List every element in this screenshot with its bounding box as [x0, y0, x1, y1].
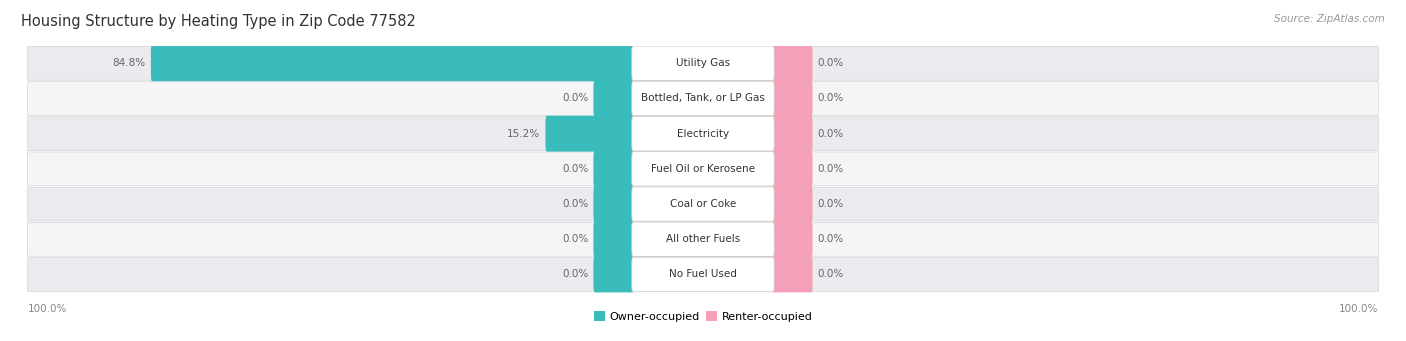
- Text: 0.0%: 0.0%: [818, 129, 844, 139]
- Text: No Fuel Used: No Fuel Used: [669, 269, 737, 280]
- FancyBboxPatch shape: [631, 257, 775, 292]
- FancyBboxPatch shape: [28, 257, 1378, 291]
- Text: Housing Structure by Heating Type in Zip Code 77582: Housing Structure by Heating Type in Zip…: [21, 14, 416, 29]
- FancyBboxPatch shape: [28, 222, 1378, 256]
- FancyBboxPatch shape: [772, 221, 813, 257]
- Text: 0.0%: 0.0%: [562, 164, 588, 174]
- Text: 100.0%: 100.0%: [1339, 304, 1378, 314]
- FancyBboxPatch shape: [772, 116, 813, 152]
- Text: Electricity: Electricity: [676, 129, 730, 139]
- FancyBboxPatch shape: [772, 151, 813, 187]
- Text: 0.0%: 0.0%: [818, 234, 844, 244]
- FancyBboxPatch shape: [593, 151, 634, 187]
- FancyBboxPatch shape: [593, 256, 634, 293]
- Legend: Owner-occupied, Renter-occupied: Owner-occupied, Renter-occupied: [589, 307, 817, 326]
- Text: 0.0%: 0.0%: [562, 93, 588, 103]
- FancyBboxPatch shape: [631, 187, 775, 221]
- FancyBboxPatch shape: [593, 80, 634, 116]
- Text: 0.0%: 0.0%: [818, 93, 844, 103]
- Text: Fuel Oil or Kerosene: Fuel Oil or Kerosene: [651, 164, 755, 174]
- Text: Utility Gas: Utility Gas: [676, 58, 730, 68]
- FancyBboxPatch shape: [631, 81, 775, 116]
- Text: 0.0%: 0.0%: [818, 199, 844, 209]
- FancyBboxPatch shape: [546, 116, 634, 152]
- Text: 0.0%: 0.0%: [818, 164, 844, 174]
- Text: 0.0%: 0.0%: [562, 199, 588, 209]
- FancyBboxPatch shape: [772, 80, 813, 116]
- FancyBboxPatch shape: [28, 81, 1378, 115]
- Text: Source: ZipAtlas.com: Source: ZipAtlas.com: [1274, 14, 1385, 24]
- FancyBboxPatch shape: [772, 256, 813, 293]
- Text: All other Fuels: All other Fuels: [666, 234, 740, 244]
- Text: 15.2%: 15.2%: [508, 129, 540, 139]
- FancyBboxPatch shape: [631, 222, 775, 256]
- FancyBboxPatch shape: [28, 152, 1378, 186]
- FancyBboxPatch shape: [150, 45, 634, 81]
- FancyBboxPatch shape: [593, 221, 634, 257]
- FancyBboxPatch shape: [593, 186, 634, 222]
- Text: 0.0%: 0.0%: [818, 58, 844, 68]
- Text: 0.0%: 0.0%: [818, 269, 844, 280]
- FancyBboxPatch shape: [772, 186, 813, 222]
- FancyBboxPatch shape: [28, 117, 1378, 151]
- Text: 0.0%: 0.0%: [562, 269, 588, 280]
- FancyBboxPatch shape: [28, 46, 1378, 80]
- FancyBboxPatch shape: [631, 46, 775, 80]
- FancyBboxPatch shape: [772, 45, 813, 81]
- FancyBboxPatch shape: [631, 116, 775, 151]
- FancyBboxPatch shape: [28, 187, 1378, 221]
- FancyBboxPatch shape: [631, 152, 775, 186]
- Text: 100.0%: 100.0%: [28, 304, 67, 314]
- Text: 84.8%: 84.8%: [112, 58, 146, 68]
- Text: Coal or Coke: Coal or Coke: [669, 199, 737, 209]
- Text: Bottled, Tank, or LP Gas: Bottled, Tank, or LP Gas: [641, 93, 765, 103]
- Text: 0.0%: 0.0%: [562, 234, 588, 244]
